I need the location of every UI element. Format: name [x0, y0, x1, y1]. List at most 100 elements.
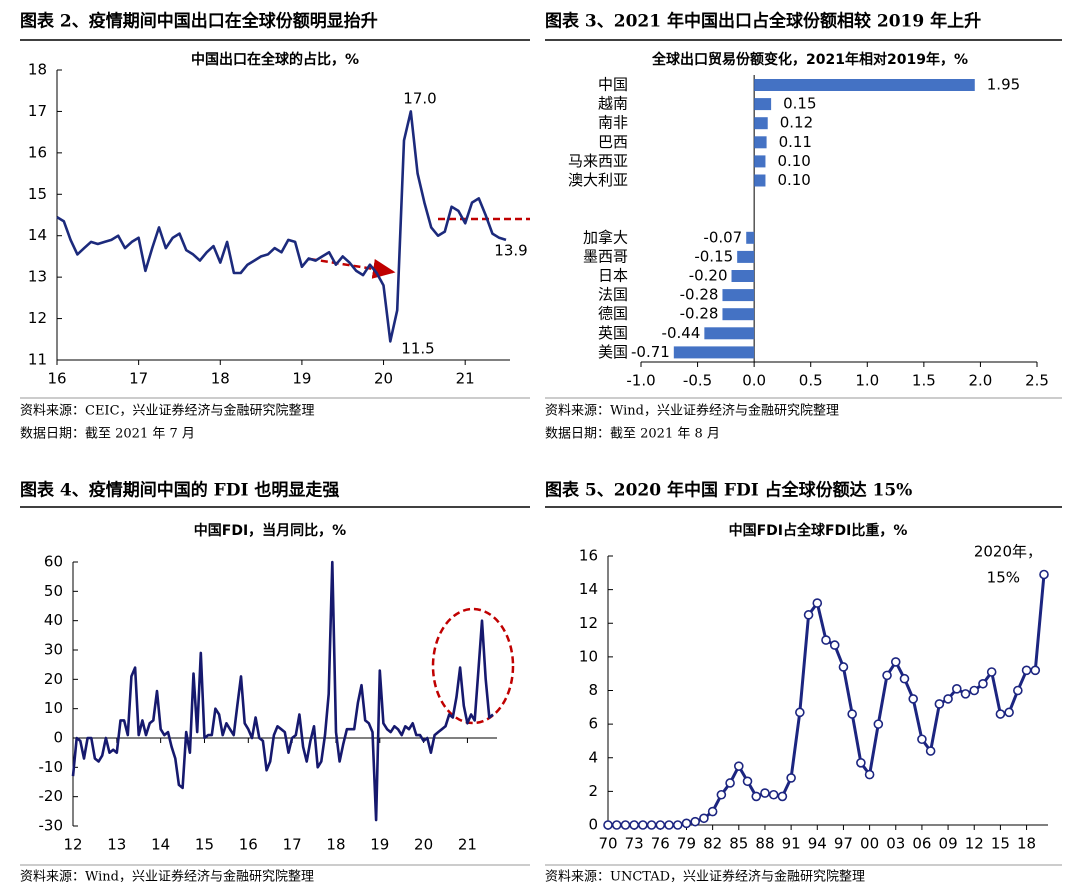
bar	[722, 308, 755, 321]
data-point	[899, 673, 910, 684]
annotation: 17.0	[403, 90, 436, 108]
x-tick-label: 16	[47, 370, 66, 388]
data-point	[672, 820, 683, 830]
y-tick-label: -20	[39, 787, 64, 805]
x-tick-label: 09	[939, 835, 958, 853]
x-tick-label: 94	[808, 835, 827, 853]
x-tick-label: 73	[625, 835, 644, 853]
x-tick-label: 17	[129, 370, 148, 388]
annotation: 11.5	[401, 340, 434, 358]
data-line	[608, 574, 1046, 827]
y-tick-label: 13	[28, 268, 47, 286]
value-label: 1.95	[987, 76, 1020, 94]
y-tick-label: 6	[588, 715, 598, 733]
value-label: -0.07	[703, 228, 742, 246]
data-point	[951, 684, 962, 694]
category-label: 德国	[598, 305, 628, 323]
x-tick-label: 0.0	[742, 372, 766, 390]
x-tick-label: 14	[151, 836, 170, 854]
data-point	[646, 820, 657, 830]
data-point	[1013, 685, 1023, 696]
x-tick-label: 79	[677, 835, 696, 853]
category-label: 巴西	[598, 133, 628, 151]
y-tick-label: 12	[579, 614, 598, 632]
data-point	[620, 820, 631, 830]
x-tick-label: 16	[239, 836, 258, 854]
data-point	[699, 813, 709, 824]
data-point	[890, 657, 901, 667]
data-point	[882, 670, 892, 681]
x-tick-label: 70	[598, 835, 617, 853]
data-point	[803, 610, 814, 620]
data-point	[995, 709, 1006, 719]
data-point	[611, 820, 622, 830]
y-tick-label: 16	[579, 547, 598, 565]
category-label: 南非	[598, 114, 628, 132]
bar	[746, 231, 755, 244]
data-point	[777, 791, 788, 802]
y-tick-label: -10	[39, 758, 64, 776]
bar	[754, 79, 975, 91]
y-tick-label: 8	[588, 681, 598, 699]
y-tick-label: 14	[579, 580, 598, 598]
category-label: 日本	[598, 267, 628, 285]
x-tick-label: 82	[703, 835, 722, 853]
x-tick-label: 00	[860, 835, 879, 853]
x-tick-label: 12	[965, 835, 984, 853]
x-tick-label: -1.0	[626, 372, 655, 390]
data-point	[629, 820, 639, 830]
bar	[737, 250, 755, 263]
category-label: 英国	[598, 324, 628, 342]
highlight-ellipse	[431, 607, 515, 725]
value-label: -0.15	[694, 247, 733, 265]
value-label: 0.15	[783, 95, 816, 113]
x-tick-label: 18	[1017, 835, 1036, 853]
data-point	[986, 667, 997, 677]
data-point	[707, 806, 718, 817]
data-point	[908, 694, 919, 704]
bar	[754, 136, 767, 149]
annotation: 2020年，	[974, 543, 1042, 561]
x-tick-label: 21	[458, 836, 477, 854]
data-point	[742, 776, 753, 787]
y-tick-label: 30	[44, 641, 63, 659]
y-tick-label: 18	[28, 61, 47, 79]
data-point	[847, 709, 857, 719]
data-point	[690, 816, 701, 827]
chart-heading: 图表 4、疫情期间中国的 FDI 也明显走强	[20, 480, 339, 501]
y-tick-label: 0	[588, 816, 598, 834]
data-point	[829, 640, 840, 650]
x-tick-label: 1.5	[912, 372, 936, 390]
x-tick-label: 06	[912, 835, 931, 853]
value-label: 0.12	[780, 114, 813, 132]
x-tick-label: 15	[195, 836, 214, 854]
source-note: 资料来源：Wind，兴业证券经济与金融研究院整理	[20, 869, 314, 885]
y-tick-label: 20	[44, 670, 63, 688]
data-point	[873, 719, 884, 729]
data-point	[716, 789, 727, 800]
y-tick-label: 15	[28, 185, 47, 203]
y-tick-label: 60	[44, 553, 63, 571]
x-tick-label: 88	[755, 835, 774, 853]
bar	[754, 155, 766, 168]
x-tick-label: 12	[63, 836, 82, 854]
source-note: 资料来源：CEIC，兴业证券经济与金融研究院整理	[20, 403, 315, 419]
y-tick-label: 0	[53, 729, 63, 747]
chart-title: 中国FDI占全球FDI比重，%	[729, 522, 908, 539]
category-label: 越南	[598, 95, 628, 113]
annotation: 13.9	[494, 242, 527, 260]
data-point	[638, 820, 648, 830]
x-tick-label: 91	[782, 835, 801, 853]
data-point	[864, 769, 875, 780]
data-point	[603, 820, 613, 830]
data-point	[838, 662, 849, 672]
category-label: 马来西亚	[568, 152, 628, 170]
date-note: 数据日期：截至 2021 年 8 月	[545, 427, 720, 442]
x-tick-label: 21	[456, 370, 475, 388]
data-point	[681, 818, 692, 829]
y-tick-label: 2	[588, 782, 598, 800]
data-point	[978, 678, 988, 689]
data-point	[768, 789, 779, 800]
chart-title: 中国出口在全球的占比，%	[191, 51, 359, 68]
data-point	[917, 734, 927, 745]
